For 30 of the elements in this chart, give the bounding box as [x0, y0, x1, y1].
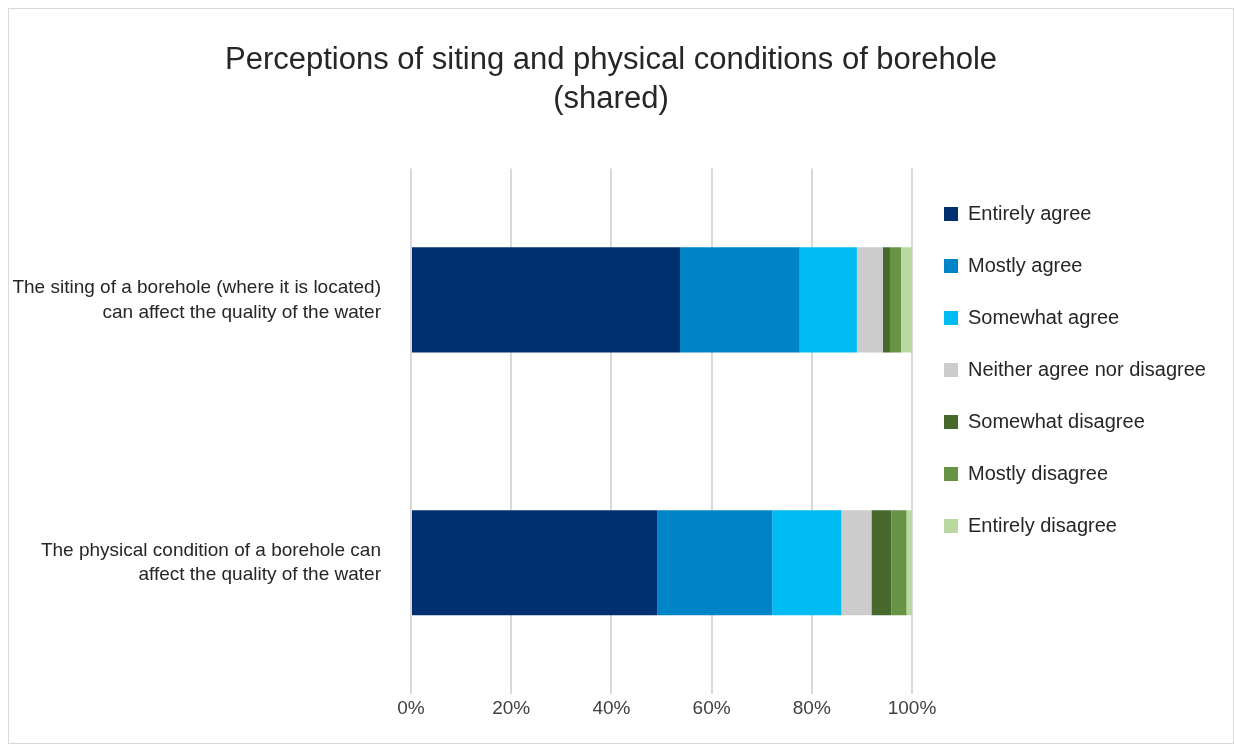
bar — [799, 247, 857, 353]
x-tick-label: 20% — [492, 696, 531, 718]
bar — [772, 510, 842, 616]
bar — [882, 247, 890, 353]
y-tick-label: The siting of a borehole (where it is located) can affect the quality of the water — [12, 275, 382, 322]
legend-label: Entirely agree — [968, 201, 1092, 224]
bar — [841, 510, 872, 616]
bar — [856, 247, 883, 353]
bar — [657, 510, 773, 616]
legend-label: Neither agree nor disagree — [968, 357, 1206, 380]
chart-title: Perceptions of siting and physical conditions of borehole (shared) — [224, 40, 998, 115]
bar — [891, 510, 907, 616]
y-tick-label: The physical condition of a borehole can affect the quality of the water — [40, 538, 382, 585]
x-tick-label: 40% — [592, 696, 631, 718]
bar — [871, 510, 892, 616]
legend-label: Somewhat agree — [968, 305, 1120, 328]
x-tick-label: 60% — [692, 696, 731, 718]
bar — [889, 247, 901, 353]
bar — [680, 247, 800, 353]
bar — [906, 510, 912, 616]
legend-label: Somewhat disagree — [968, 409, 1145, 432]
bar — [900, 247, 912, 353]
bar — [412, 510, 658, 616]
x-tick-label: 80% — [792, 696, 831, 718]
legend-label: Entirely disagree — [968, 513, 1117, 536]
legend-label: Mostly agree — [968, 253, 1083, 276]
x-tick-label: 0% — [397, 696, 425, 718]
bar — [412, 247, 681, 353]
legend-label: Mostly disagree — [968, 461, 1109, 484]
x-tick-label: 100% — [887, 696, 937, 718]
